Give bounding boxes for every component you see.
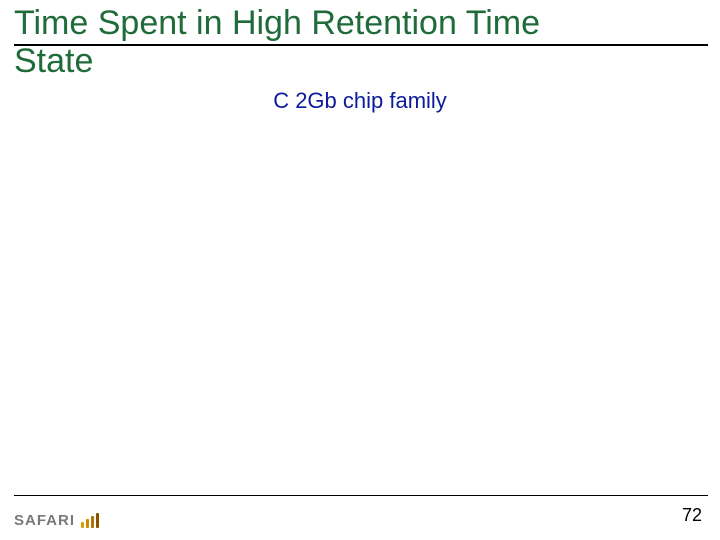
safari-logo-bar: [81, 522, 84, 528]
safari-logo-bar: [96, 513, 99, 528]
safari-logo-bar: [91, 516, 94, 528]
safari-logo-bar: [86, 519, 89, 528]
safari-logo-bars: [81, 512, 99, 528]
title-divider: [14, 44, 708, 46]
slide-title: Time Spent in High Retention Time State: [14, 4, 574, 80]
footer-divider: [14, 495, 708, 496]
safari-logo: SAFARI: [14, 512, 99, 528]
safari-logo-text: SAFARI: [14, 513, 75, 528]
slide-subtitle: C 2Gb chip family: [0, 88, 720, 114]
slide: Time Spent in High Retention Time State …: [0, 0, 720, 540]
page-number: 72: [682, 505, 702, 526]
